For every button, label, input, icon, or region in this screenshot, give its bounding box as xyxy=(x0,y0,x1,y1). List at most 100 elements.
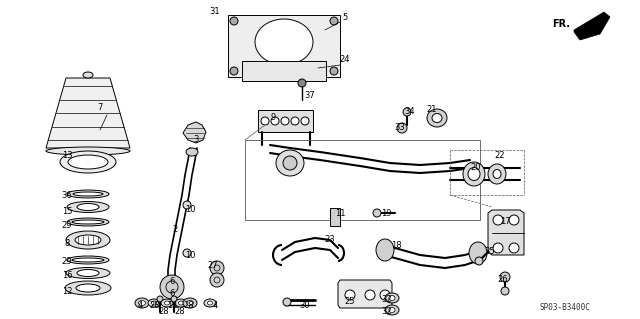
Ellipse shape xyxy=(67,256,109,264)
Ellipse shape xyxy=(385,305,399,315)
Circle shape xyxy=(210,261,224,275)
Circle shape xyxy=(183,201,191,209)
Ellipse shape xyxy=(427,109,447,127)
Circle shape xyxy=(493,243,503,253)
Circle shape xyxy=(475,257,483,265)
Circle shape xyxy=(171,296,177,302)
Polygon shape xyxy=(488,210,524,255)
Ellipse shape xyxy=(60,151,116,173)
Text: 5: 5 xyxy=(342,13,348,23)
Bar xyxy=(242,61,326,81)
Circle shape xyxy=(380,290,390,300)
Text: 31: 31 xyxy=(210,8,220,17)
Circle shape xyxy=(493,215,503,225)
Text: 13: 13 xyxy=(61,151,72,160)
Ellipse shape xyxy=(463,162,485,186)
Ellipse shape xyxy=(77,204,99,211)
Ellipse shape xyxy=(493,169,501,179)
Ellipse shape xyxy=(207,301,212,305)
Text: 27: 27 xyxy=(208,261,218,270)
Ellipse shape xyxy=(65,281,111,295)
Ellipse shape xyxy=(66,231,110,249)
Ellipse shape xyxy=(152,301,157,305)
Circle shape xyxy=(509,243,519,253)
Text: 36: 36 xyxy=(61,191,72,201)
Circle shape xyxy=(330,67,338,75)
Text: 29: 29 xyxy=(61,221,72,231)
Ellipse shape xyxy=(66,268,110,278)
Ellipse shape xyxy=(389,295,395,300)
Text: SP03-B3400C: SP03-B3400C xyxy=(540,303,591,313)
Ellipse shape xyxy=(135,298,149,308)
Text: 32: 32 xyxy=(381,295,392,305)
Bar xyxy=(245,140,480,220)
Circle shape xyxy=(160,275,184,299)
Text: 28: 28 xyxy=(184,300,195,309)
Text: 22: 22 xyxy=(495,151,505,160)
Ellipse shape xyxy=(186,300,193,306)
Ellipse shape xyxy=(255,19,313,65)
Text: 37: 37 xyxy=(305,91,316,100)
Circle shape xyxy=(373,209,381,217)
Ellipse shape xyxy=(469,242,487,264)
Text: 4: 4 xyxy=(138,300,143,309)
Ellipse shape xyxy=(68,155,108,169)
Text: 8: 8 xyxy=(64,240,70,249)
Ellipse shape xyxy=(183,298,197,308)
Text: 21: 21 xyxy=(427,106,437,115)
Ellipse shape xyxy=(148,299,160,307)
Ellipse shape xyxy=(72,258,104,262)
Text: 9: 9 xyxy=(270,114,276,122)
Bar xyxy=(258,110,313,132)
Circle shape xyxy=(301,117,309,125)
Ellipse shape xyxy=(76,284,100,292)
Text: 20: 20 xyxy=(471,164,481,173)
Text: 10: 10 xyxy=(185,250,195,259)
Circle shape xyxy=(345,290,355,300)
Text: 29: 29 xyxy=(61,256,72,265)
Ellipse shape xyxy=(488,164,506,184)
Ellipse shape xyxy=(138,300,145,306)
Polygon shape xyxy=(46,78,130,148)
Text: 32: 32 xyxy=(381,308,392,316)
Text: 6: 6 xyxy=(170,290,175,299)
Text: 19: 19 xyxy=(381,210,391,219)
Circle shape xyxy=(261,117,269,125)
Text: 28: 28 xyxy=(159,308,170,316)
Ellipse shape xyxy=(468,167,480,181)
Text: 10: 10 xyxy=(185,205,195,214)
Bar xyxy=(330,208,340,226)
Circle shape xyxy=(291,117,299,125)
Circle shape xyxy=(271,117,279,125)
Ellipse shape xyxy=(179,301,184,305)
Text: 23: 23 xyxy=(324,234,335,243)
Text: 4: 4 xyxy=(212,300,218,309)
Circle shape xyxy=(281,117,289,125)
Text: 7: 7 xyxy=(97,103,102,113)
Text: 25: 25 xyxy=(345,298,355,307)
Circle shape xyxy=(283,298,291,306)
Ellipse shape xyxy=(46,147,130,155)
Circle shape xyxy=(501,287,509,295)
Ellipse shape xyxy=(164,301,170,305)
Circle shape xyxy=(157,296,163,302)
Ellipse shape xyxy=(67,202,109,212)
Text: 2: 2 xyxy=(172,226,178,234)
Ellipse shape xyxy=(67,190,109,198)
Text: 26: 26 xyxy=(498,276,508,285)
Circle shape xyxy=(210,273,224,287)
Ellipse shape xyxy=(186,148,198,156)
Text: 11: 11 xyxy=(335,210,345,219)
Text: 28: 28 xyxy=(150,300,160,309)
Text: 14: 14 xyxy=(167,300,177,309)
Ellipse shape xyxy=(161,299,173,307)
Text: 34: 34 xyxy=(404,108,415,116)
Circle shape xyxy=(230,17,238,25)
Ellipse shape xyxy=(83,72,93,78)
Text: 18: 18 xyxy=(390,241,401,250)
Ellipse shape xyxy=(204,299,216,307)
Ellipse shape xyxy=(77,270,99,277)
Text: 30: 30 xyxy=(300,300,310,309)
Ellipse shape xyxy=(73,192,103,196)
Ellipse shape xyxy=(67,218,109,226)
